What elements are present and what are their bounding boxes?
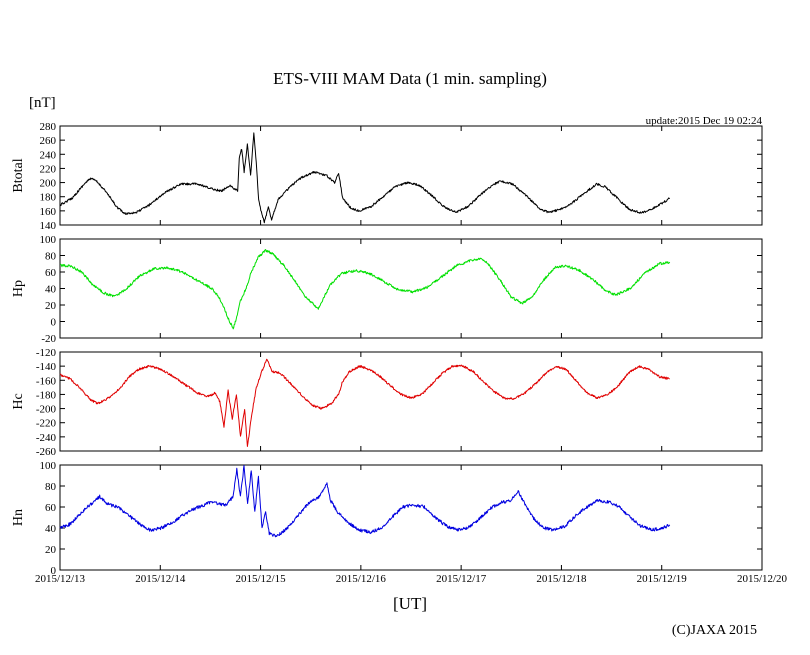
y-tick-label-hn: 60 (45, 502, 57, 514)
y-tick-label-btotal: 280 (40, 121, 57, 133)
panel-btotal: 140 160 180 200 220 240 260 280 Btotal (11, 121, 763, 232)
y-tick-label-btotal: 260 (40, 135, 57, 147)
update-timestamp: update:2015 Dec 19 02:24 (646, 115, 763, 127)
panel-hp: -20 0 20 40 60 80 100 Hp (11, 234, 763, 345)
y-tick-label-hp: 100 (40, 234, 57, 246)
y-tick-label-hc: -120 (36, 347, 57, 359)
x-tick-label: 2015/12/15 (236, 573, 287, 585)
x-tick-label: 2015/12/17 (436, 573, 487, 585)
y-tick-label-hc: -140 (36, 361, 57, 373)
chart-panels: 140160180200220240260280Btotal-200204060… (11, 121, 763, 577)
y-tick-label-btotal: 220 (40, 163, 57, 175)
y-tick-label-hc: -180 (36, 389, 57, 401)
copyright-label: (C)JAXA 2015 (672, 623, 757, 638)
y-tick-label-hp: 0 (51, 317, 57, 329)
y-tick-label-hc: -240 (36, 432, 57, 444)
panel-label-hc: Hc (11, 393, 26, 409)
y-tick-label-hc: -260 (36, 446, 57, 458)
panel-hn: 0 20 40 60 80 100 Hn (11, 460, 763, 577)
panel-frame-btotal (59, 125, 763, 226)
y-tick-label-btotal: 140 (40, 220, 57, 232)
chart-title: ETS-VIII MAM Data (1 min. sampling) (273, 69, 547, 88)
y-tick-label-hp: -20 (41, 333, 56, 345)
panel-frame-hc (59, 351, 763, 452)
panel-frame-hp (59, 238, 763, 339)
panel-hc: -260 -240 -220 -200 -180 -160 -140 -120 Hc (11, 347, 763, 458)
y-tick-label-hp: 20 (45, 300, 57, 312)
y-tick-label-btotal: 160 (40, 206, 57, 218)
series-line-hp (59, 249, 671, 330)
series-line-hc (59, 358, 670, 447)
y-tick-label-hn: 100 (40, 460, 57, 472)
panel-label-btotal: Btotal (11, 158, 26, 192)
panel-label-hn: Hn (11, 509, 26, 526)
x-tick-label: 2015/12/19 (637, 573, 688, 585)
y-tick-label-hn: 20 (45, 544, 57, 556)
y-tick-label-hp: 60 (45, 267, 57, 279)
x-axis-label: [UT] (393, 594, 427, 613)
panel-frame-hn (59, 464, 763, 571)
x-tick-label: 2015/12/16 (336, 573, 387, 585)
y-tick-label-hc: -220 (36, 418, 57, 430)
series-line-btotal (59, 132, 671, 224)
y-tick-label-hn: 0 (51, 565, 57, 577)
y-tick-label-btotal: 240 (40, 149, 57, 161)
y-tick-label-hp: 40 (45, 284, 57, 296)
x-tick-label: 2015/12/18 (536, 573, 587, 585)
series-line-hn (59, 465, 671, 538)
y-tick-label-hc: -160 (36, 375, 57, 387)
x-tick-label: 2015/12/20 (737, 573, 788, 585)
unit-label: [nT] (29, 95, 56, 111)
y-tick-label-btotal: 180 (40, 192, 57, 204)
y-tick-label-btotal: 200 (40, 178, 57, 190)
y-tick-label-hn: 80 (45, 481, 57, 493)
x-tick-label: 2015/12/13 (35, 573, 86, 585)
y-tick-label-hc: -200 (36, 404, 57, 416)
panel-label-hp: Hp (11, 280, 26, 297)
y-tick-label-hn: 40 (45, 523, 57, 535)
x-axis: 2015/12/13 2015/12/14 2015/12/15 2015/12/16… (35, 573, 788, 585)
y-tick-label-hp: 80 (45, 251, 57, 263)
x-tick-label: 2015/12/14 (135, 573, 186, 585)
